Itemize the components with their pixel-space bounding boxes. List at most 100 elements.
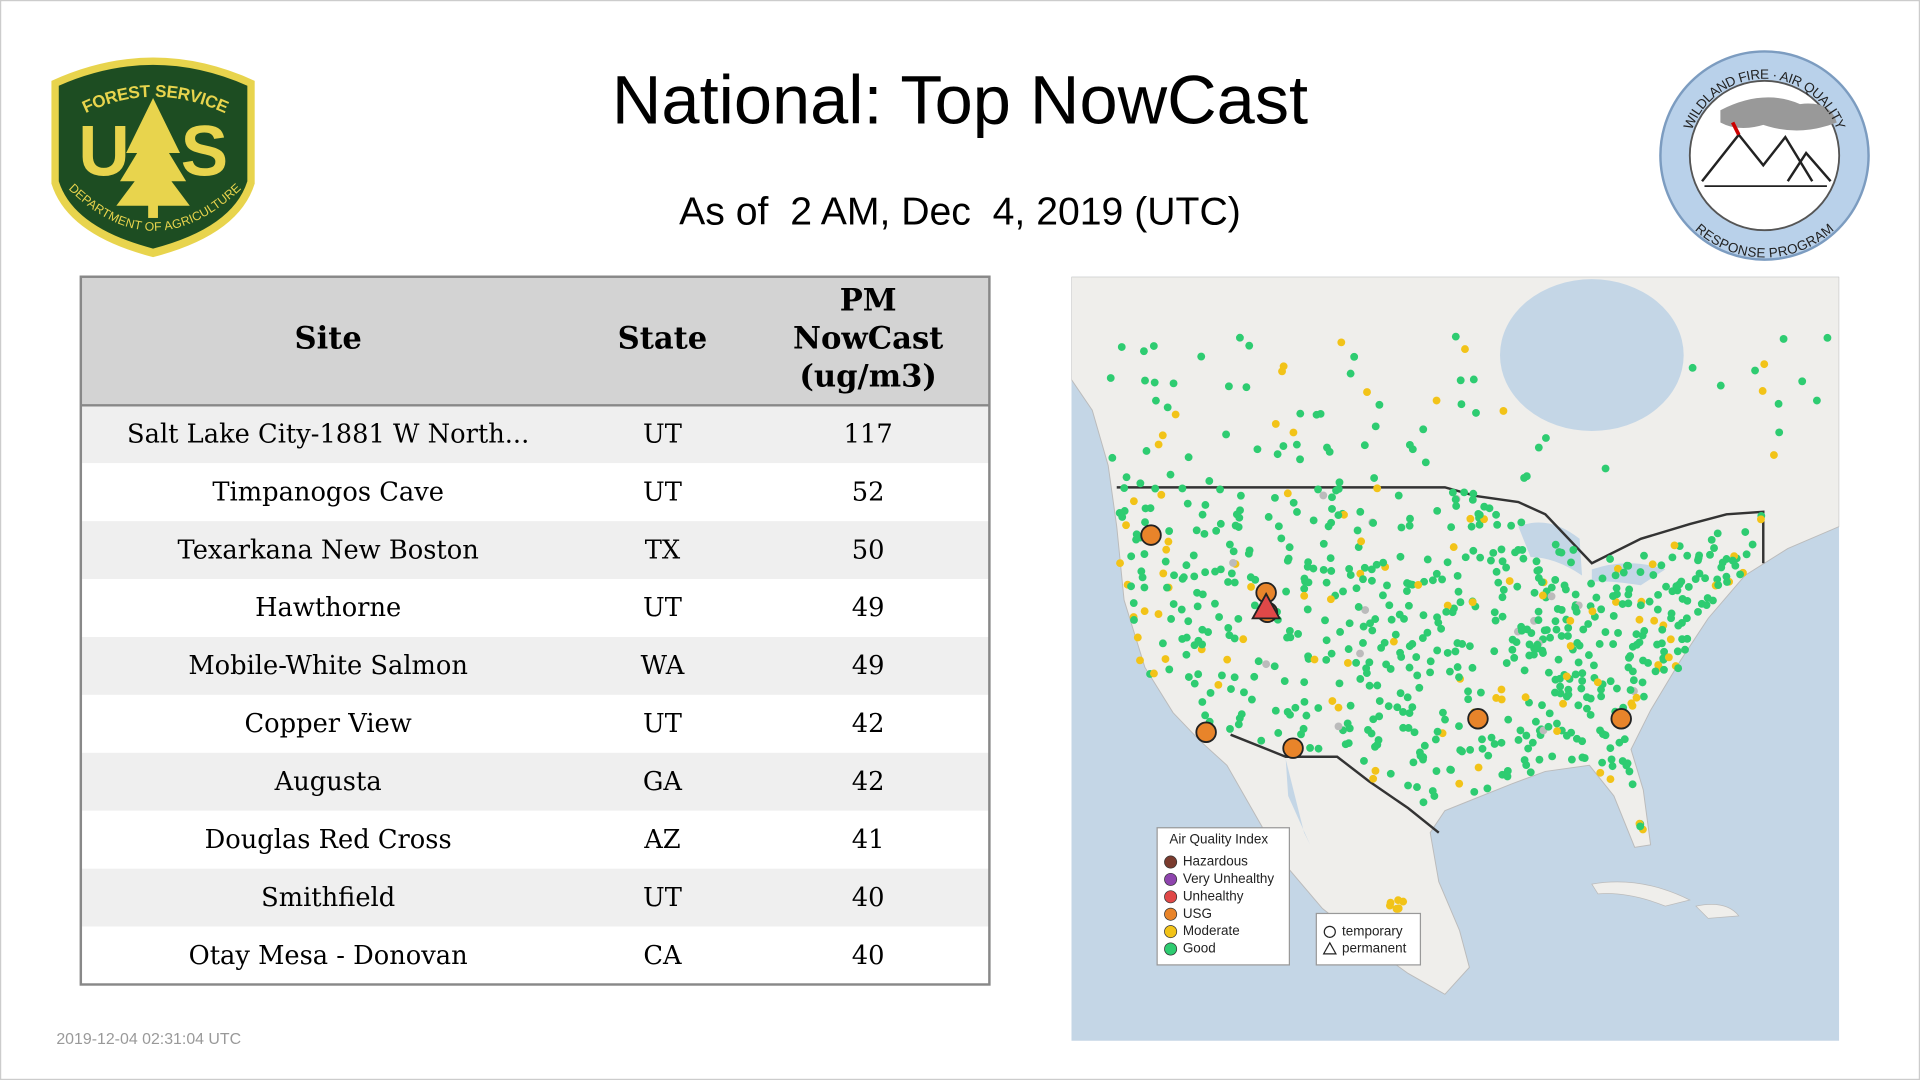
site-dot [1310,655,1319,664]
site-dot [1595,640,1604,648]
map: Air Quality Index Hazardous Very Unhealth… [1071,276,1840,1041]
site-dot [1236,506,1244,515]
table-cell: TX [645,535,681,565]
site-dot [1345,619,1354,628]
site-dot [1154,610,1163,618]
table-cell: Timpanogos Cave [212,477,444,507]
site-dot [1189,551,1198,560]
site-dot [1161,557,1170,566]
site-dot [1572,734,1581,743]
site-dot [1638,678,1647,687]
legend-label: Very Unhealthy [1183,871,1275,886]
site-dot [1319,565,1328,574]
row-bg [80,579,990,637]
site-dot [1553,719,1561,728]
site-dot [1375,712,1384,721]
site-dot [1443,648,1452,657]
site-dot [1606,775,1615,784]
site-dot [1193,602,1202,611]
site-dot [1530,588,1539,597]
site-dot [1681,645,1689,654]
site-dot [1489,548,1498,557]
site-dot [1457,400,1466,409]
site-dot [1433,646,1442,655]
site-dot [1533,566,1542,575]
site-dot [1571,590,1580,599]
site-dot [1546,633,1555,642]
site-dot [1278,367,1286,376]
site-dot [1517,518,1526,527]
site-dot [1455,722,1463,731]
row-bg [80,752,990,811]
site-dot [1158,431,1167,440]
site-dot [1157,490,1166,499]
site-dot [1478,735,1486,744]
site-dot [1534,616,1543,624]
site-dot [1639,692,1648,701]
site-dot [1590,661,1598,670]
site-dot [1415,683,1424,692]
site-dot [1140,583,1149,592]
legend-triangle [1322,941,1337,955]
site-dot [1405,521,1414,530]
table-cell: 49 [852,651,885,681]
site-dot [1544,722,1553,731]
site-dot [1106,374,1115,382]
site-dot [1498,557,1507,566]
site-dot [1584,651,1593,660]
site-dot [1673,647,1682,656]
site-dot [1312,410,1321,419]
site-dot [1194,670,1203,679]
site-dot [1441,715,1449,724]
site-dot [1396,552,1405,561]
site-dot [1184,617,1193,626]
site-dot [1433,727,1442,736]
site-dot [1522,472,1531,481]
site-dot [1356,649,1364,658]
site-dot [1385,601,1394,610]
site-dot [1309,516,1318,525]
site-dot [1403,587,1411,595]
legend-label: temporary [1342,923,1403,938]
site-dot [1472,408,1480,417]
table-cell: Salt Lake City-1881 W North... [127,419,529,449]
site-dot [1271,493,1279,502]
site-dot [1117,343,1126,351]
site-dot [1507,521,1516,530]
site-dot [1371,422,1380,431]
site-dot [1526,768,1535,777]
table-cell: UT [643,593,682,623]
site-dot [1624,561,1633,570]
site-dot [1285,543,1294,552]
site-dot [1234,523,1243,531]
site-dot [1163,403,1172,412]
site-dot [1612,584,1621,593]
title: National: Top NowCast [612,61,1308,138]
site-dot [1373,740,1382,749]
legend-label: permanent [1342,941,1407,956]
site-dot [1469,375,1478,384]
column-header: Site [294,320,361,356]
site-dot [1614,629,1622,637]
site-dot [1300,584,1309,593]
border [1230,733,1440,834]
site-dot [1475,510,1484,519]
site-dot [1466,514,1475,523]
site-dot [1325,447,1334,456]
site-dot [1420,577,1429,586]
site-dot [1421,458,1430,467]
site-dot [1640,551,1648,560]
lake [1591,563,1666,586]
site-dot [1654,661,1663,669]
site-dot [1218,671,1226,680]
site-dot [1406,514,1414,523]
site-dot [1688,363,1697,372]
site-dot [1683,551,1692,560]
site-dot [1635,638,1644,647]
smoke [1720,97,1837,131]
site-dot [1658,625,1667,634]
table-cell: 40 [852,883,885,913]
site-dot [1564,685,1573,694]
site-dot [1532,557,1541,566]
